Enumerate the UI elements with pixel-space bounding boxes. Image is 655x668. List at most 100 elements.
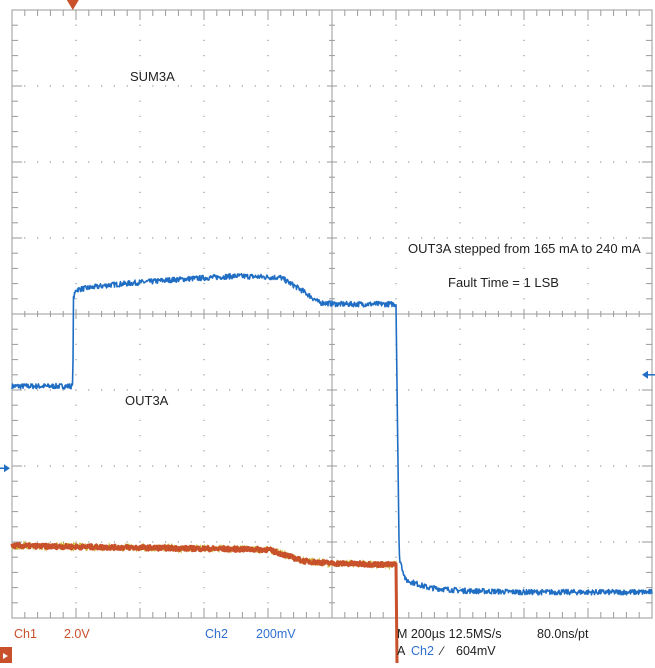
grid-dot: [459, 343, 461, 345]
grid-dot: [536, 237, 538, 239]
grid-dot: [293, 85, 295, 87]
grid-dot: [139, 55, 141, 57]
grid-dot: [88, 85, 90, 87]
grid-dot: [203, 207, 205, 209]
grid-dot: [152, 85, 154, 87]
grid-dot: [267, 587, 269, 589]
fault-time-annotation: Fault Time = 1 LSB: [448, 275, 559, 290]
grid-dot: [459, 465, 461, 467]
grid-dot: [523, 24, 525, 26]
grid-dot: [267, 556, 269, 558]
grid-dot: [37, 389, 39, 391]
grid-dot: [523, 511, 525, 513]
grid-dot: [459, 115, 461, 117]
grid-dot: [139, 115, 141, 117]
grid-dot: [267, 70, 269, 72]
grid-dot: [587, 222, 589, 224]
grid-dot: [203, 252, 205, 254]
grid-dot: [395, 222, 397, 224]
grid-dot: [267, 602, 269, 604]
grid-dot: [395, 237, 397, 239]
grid-dot: [395, 55, 397, 57]
grid-dot: [139, 526, 141, 528]
grid-dot: [75, 571, 77, 573]
grid-dot: [280, 161, 282, 163]
grid-dot: [395, 207, 397, 209]
grid-dot: [587, 115, 589, 117]
grid-dot: [510, 161, 512, 163]
grid-dot: [459, 419, 461, 421]
grid-dot: [267, 404, 269, 406]
grid-dot: [75, 176, 77, 178]
grid-dot: [395, 389, 397, 391]
grid-dot: [587, 450, 589, 452]
grid-dot: [382, 161, 384, 163]
grid-dot: [139, 207, 141, 209]
grid-dot: [613, 465, 615, 467]
grid-dot: [229, 85, 231, 87]
grid-dot: [75, 495, 77, 497]
grid-dot: [177, 161, 179, 163]
grid-dot: [561, 161, 563, 163]
grid-dot: [497, 465, 499, 467]
grid-dot: [267, 222, 269, 224]
grid-dot: [126, 465, 128, 467]
grid-dot: [472, 85, 474, 87]
grid-dot: [203, 24, 205, 26]
grid-dot: [75, 115, 77, 117]
grid-dot: [382, 237, 384, 239]
grid-dot: [574, 465, 576, 467]
grid-dot: [203, 419, 205, 421]
grid-dot: [587, 602, 589, 604]
grid-dot: [177, 85, 179, 87]
grid-dot: [139, 161, 141, 163]
grid-dot: [497, 161, 499, 163]
grid-dot: [421, 161, 423, 163]
grid-dot: [497, 389, 499, 391]
grid-dot: [523, 435, 525, 437]
grid-dot: [267, 131, 269, 133]
grid-dot: [88, 541, 90, 543]
grid-dot: [139, 328, 141, 330]
grid-dot: [139, 298, 141, 300]
grid-dot: [421, 389, 423, 391]
grid-dot: [267, 435, 269, 437]
grid-dot: [280, 465, 282, 467]
grid-dot: [293, 161, 295, 163]
grid-dot: [267, 389, 269, 391]
grid-dot: [229, 237, 231, 239]
grid-dot: [369, 465, 371, 467]
grid-dot: [318, 465, 320, 467]
grid-dot: [574, 389, 576, 391]
grid-dot: [549, 465, 551, 467]
grid-dot: [267, 55, 269, 57]
grid-dot: [203, 39, 205, 41]
grid-dot: [523, 191, 525, 193]
grid-dot: [459, 587, 461, 589]
grid-dot: [459, 237, 461, 239]
grid-dot: [587, 480, 589, 482]
grid-dot: [113, 541, 115, 543]
grid-dot: [267, 146, 269, 148]
grid-dot: [203, 85, 205, 87]
grid-dot: [369, 85, 371, 87]
grid-dot: [587, 328, 589, 330]
out3a-trace: [10, 542, 399, 668]
grid-dot: [549, 389, 551, 391]
grid-dot: [267, 374, 269, 376]
grid-dot: [561, 465, 563, 467]
grid-dot: [357, 541, 359, 543]
grid-dot: [408, 465, 410, 467]
grid-dot: [267, 328, 269, 330]
grid-dot: [587, 176, 589, 178]
grid-dot: [203, 404, 205, 406]
grid-dot: [293, 237, 295, 239]
grid-dot: [229, 541, 231, 543]
grid-dot: [523, 207, 525, 209]
grid-dot: [523, 526, 525, 528]
grid-dot: [139, 587, 141, 589]
grid-dot: [408, 237, 410, 239]
grid-dot: [267, 176, 269, 178]
grid-dot: [459, 495, 461, 497]
